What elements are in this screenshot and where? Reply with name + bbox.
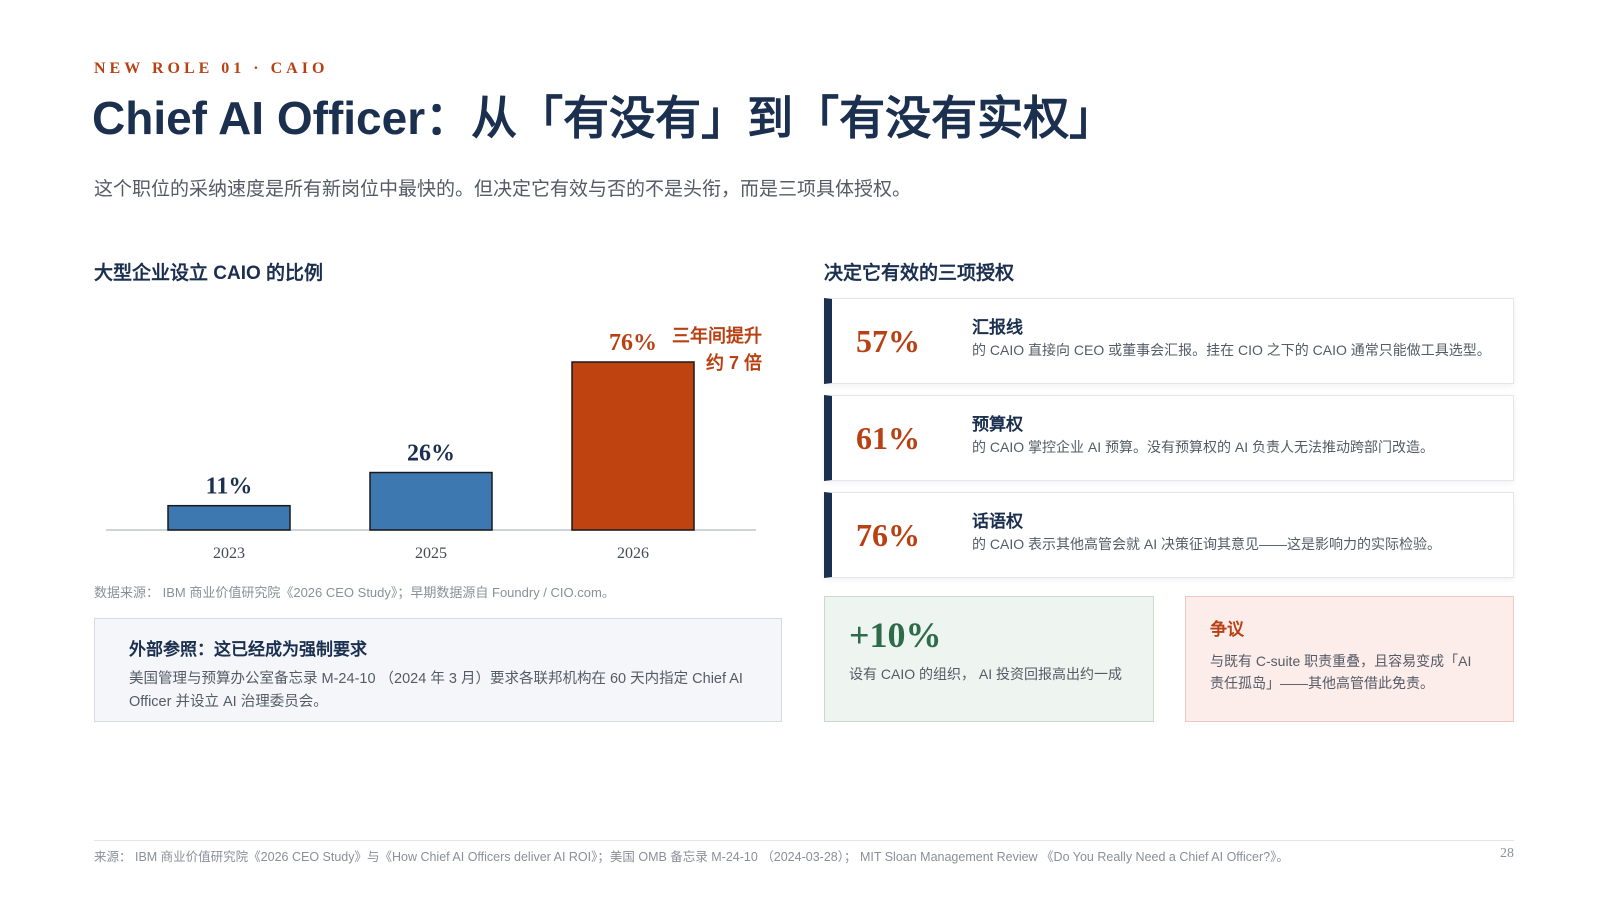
authority-percent: 57% xyxy=(856,323,920,359)
roi-value: +10% xyxy=(849,615,942,655)
authority-percent: 76% xyxy=(856,517,920,553)
authority-description: 的 CAIO 表示其他高管会就 AI 决策征询其意见——这是影响力的实际检验。 xyxy=(972,536,1442,552)
authority-description: 的 CAIO 直接向 CEO 或董事会汇报。挂在 CIO 之下的 CAIO 通常… xyxy=(972,342,1491,358)
chart-heading: 大型企业设立 CAIO 的比例 xyxy=(94,263,324,284)
reference-title: 外部参照：这已经成为强制要求 xyxy=(129,640,367,659)
chart-source-note: 数据来源： IBM 商业价值研究院《2026 CEO Study》；早期数据源自… xyxy=(94,585,615,600)
x-tick-label: 2025 xyxy=(415,545,447,562)
footer-divider xyxy=(94,840,1514,841)
bar-2025 xyxy=(369,471,493,531)
authority-name: 预算权 xyxy=(972,415,1023,434)
external-reference-box: 外部参照：这已经成为强制要求 美国管理与预算办公室备忘录 M-24-10 （20… xyxy=(94,618,782,722)
authority-name: 话语权 xyxy=(972,512,1023,531)
page-subtitle: 这个职位的采纳速度是所有新岗位中最快的。但决定它有效与否的不是头衔，而是三项具体… xyxy=(94,179,912,200)
dispute-callout: 争议 与既有 C-suite 职责重叠，且容易变成「AI 责任孤岛」——其他高管… xyxy=(1185,596,1514,722)
bar-value-label: 76% xyxy=(609,330,657,356)
authority-card-budget: 61% 预算权 的 CAIO 掌控企业 AI 预算。没有预算权的 AI 负责人无… xyxy=(824,395,1514,481)
authorities-heading: 决定它有效的三项授权 xyxy=(824,263,1015,284)
bar-2023 xyxy=(167,504,291,531)
roi-callout: +10% 设有 CAIO 的组织， AI 投资回报高出约一成 xyxy=(824,596,1154,722)
roi-description: 设有 CAIO 的组织， AI 投资回报高出约一成 xyxy=(849,666,1123,682)
x-tick-label: 2026 xyxy=(617,545,649,562)
bar-value-label: 11% xyxy=(206,474,253,500)
authority-description: 的 CAIO 掌控企业 AI 预算。没有预算权的 AI 负责人无法推动跨部门改造… xyxy=(972,439,1435,455)
page-title: Chief AI Officer：从「有没有」到「有没有实权」 xyxy=(92,92,1116,144)
reference-body: 美国管理与预算办公室备忘录 M-24-10 （2024 年 3 月）要求各联邦机… xyxy=(129,671,743,710)
bar-value-label: 26% xyxy=(407,441,455,467)
authority-name: 汇报线 xyxy=(972,318,1023,337)
authority-percent: 61% xyxy=(856,420,920,456)
authority-card-reporting: 57% 汇报线 的 CAIO 直接向 CEO 或董事会汇报。挂在 CIO 之下的… xyxy=(824,298,1514,384)
growth-annotation: 三年间提升 xyxy=(672,325,762,346)
dispute-title: 争议 xyxy=(1210,620,1244,639)
page-number: 28 xyxy=(1500,846,1514,861)
growth-annotation: 约 7 倍 xyxy=(706,352,762,373)
section-kicker: NEW ROLE 01 · CAIO xyxy=(94,60,329,77)
bar-2026 xyxy=(571,361,695,531)
authority-card-voice: 76% 话语权 的 CAIO 表示其他高管会就 AI 决策征询其意见——这是影响… xyxy=(824,492,1514,578)
footer-source: 来源： IBM 商业价值研究院《2026 CEO Study》与《How Chi… xyxy=(94,850,1289,864)
dispute-description: 与既有 C-suite 职责重叠，且容易变成「AI 责任孤岛」——其他高管借此免… xyxy=(1210,653,1472,691)
x-tick-label: 2023 xyxy=(213,545,245,562)
